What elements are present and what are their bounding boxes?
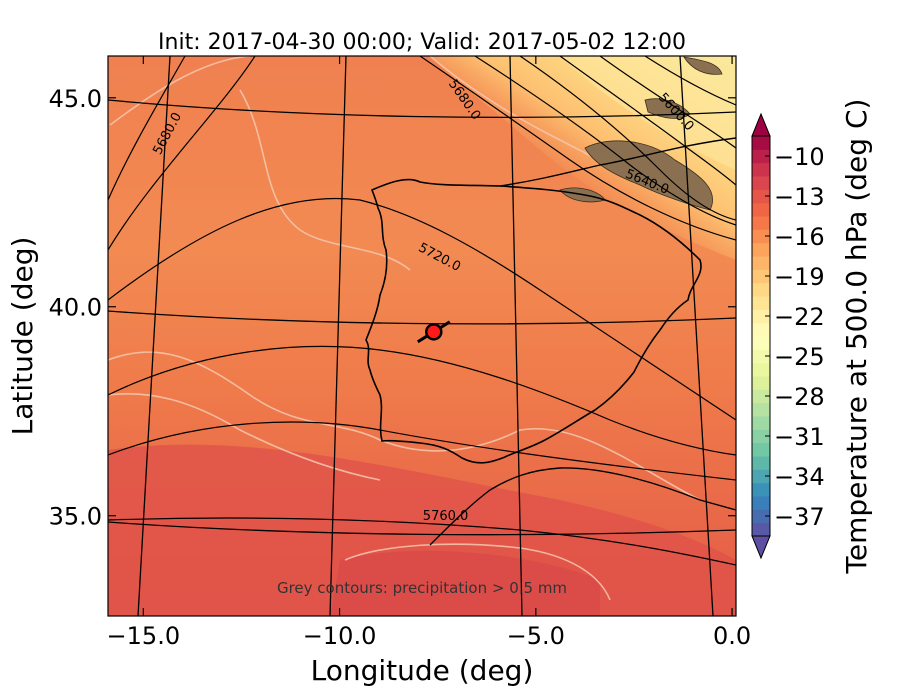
- warmest-region: [330, 550, 600, 616]
- y-tick-label: 35.0: [49, 503, 102, 531]
- colorbar-bin: [752, 389, 770, 404]
- colorbar-tick-label: −16: [774, 223, 825, 251]
- parallel-35: [108, 521, 736, 536]
- location-marker-layer: [416, 320, 451, 344]
- colorbar-bin: [752, 362, 770, 377]
- meridian-minus15: [137, 56, 171, 616]
- colorbar: −10 −13 −16 −19 −22 −25 −28 −31 −34 −37: [751, 112, 825, 560]
- y-tick-label: 45.0: [49, 85, 102, 113]
- colorbar-bin: [752, 336, 770, 350]
- precipitation-note: Grey contours: precipitation > 0.5 mm: [277, 579, 567, 597]
- colorbar-bin: [752, 376, 770, 390]
- colorbar-tick-label: −31: [774, 423, 825, 451]
- colorbar-bin: [752, 149, 770, 164]
- parallel-45: [108, 99, 736, 119]
- x-tick-label: −10.0: [303, 622, 377, 650]
- colorbar-bin: [752, 522, 770, 537]
- chart-title: Init: 2017-04-30 00:00; Valid: 2017-05-0…: [158, 30, 686, 55]
- colorbar-bin: [752, 282, 770, 297]
- colorbar-bin: [752, 229, 770, 244]
- colorbar-bin: [752, 242, 770, 257]
- colorbar-extend-top: [751, 112, 771, 137]
- colorbar-bin: [752, 162, 770, 177]
- contour-label: 5760.0: [423, 509, 469, 524]
- y-tick-label: 40.0: [49, 294, 102, 322]
- africa-coastline: [429, 467, 736, 546]
- precipitation-contours: [108, 56, 701, 601]
- x-tick-label: 0.0: [713, 622, 751, 650]
- plot-frame: [107, 55, 737, 617]
- colorbar-bin: [752, 456, 770, 470]
- colorbar-bin: [752, 269, 770, 284]
- colorbar-bin: [752, 309, 770, 324]
- parallel-40: [108, 310, 736, 325]
- map-plot-area: [108, 56, 736, 616]
- precip-patches: [559, 56, 723, 211]
- colorbar-bin: [752, 296, 770, 310]
- colorbar-bin: [752, 429, 770, 444]
- colorbar-bin: [752, 442, 770, 457]
- colorbar-tick-label: −10: [774, 143, 825, 171]
- colorbar-tick-label: −22: [774, 303, 825, 331]
- y-axis-ticks: 35.0 40.0 45.0: [49, 85, 736, 531]
- x-tick-label: −15.0: [107, 622, 181, 650]
- y-axis-label: Latitude (deg): [6, 237, 39, 436]
- colorbar-bin: [752, 202, 770, 217]
- meridian-0: [679, 56, 714, 616]
- colorbar-bin: [752, 469, 770, 484]
- x-axis-label: Longitude (deg): [311, 654, 534, 687]
- colorbar-bin: [752, 349, 770, 364]
- location-marker: [425, 323, 443, 341]
- coastline: [365, 178, 702, 464]
- colorbar-tick-label: −19: [774, 263, 825, 291]
- x-axis-ticks: −15.0 −10.0 −5.0 0.0: [107, 56, 751, 650]
- colorbar-label: Temperature at 500.0 hPa (deg C): [840, 99, 873, 575]
- colorbar-tick-label: −13: [774, 183, 825, 211]
- colorbar-bin: [752, 509, 770, 524]
- colorbar-bin: [752, 256, 770, 270]
- france-coastline: [499, 137, 736, 187]
- x-tick-label: −5.0: [507, 622, 565, 650]
- colorbar-tick-label: −28: [774, 383, 825, 411]
- colorbar-tick-label: −37: [774, 503, 825, 531]
- height-contours: [108, 56, 736, 566]
- colorbar-tick-label: −25: [774, 343, 825, 371]
- meridian-minus10: [329, 56, 347, 616]
- colorbar-bin: [752, 416, 770, 430]
- colorbar-bin: [752, 189, 770, 204]
- graticule: [108, 56, 736, 616]
- colorbar-bin: [752, 216, 770, 230]
- colorbar-bin: [752, 176, 770, 190]
- colorbar-bin: [752, 482, 770, 497]
- colorbar-extend-bottom: [751, 535, 771, 560]
- colorbar-tick-label: −34: [774, 463, 825, 491]
- colorbar-bin: [752, 136, 770, 150]
- colorbar-frame: [751, 135, 771, 537]
- colorbar-bin: [752, 322, 770, 337]
- colorbar-bin: [752, 402, 770, 417]
- colorbar-bin: [752, 496, 770, 510]
- meridian-minus5: [509, 56, 523, 616]
